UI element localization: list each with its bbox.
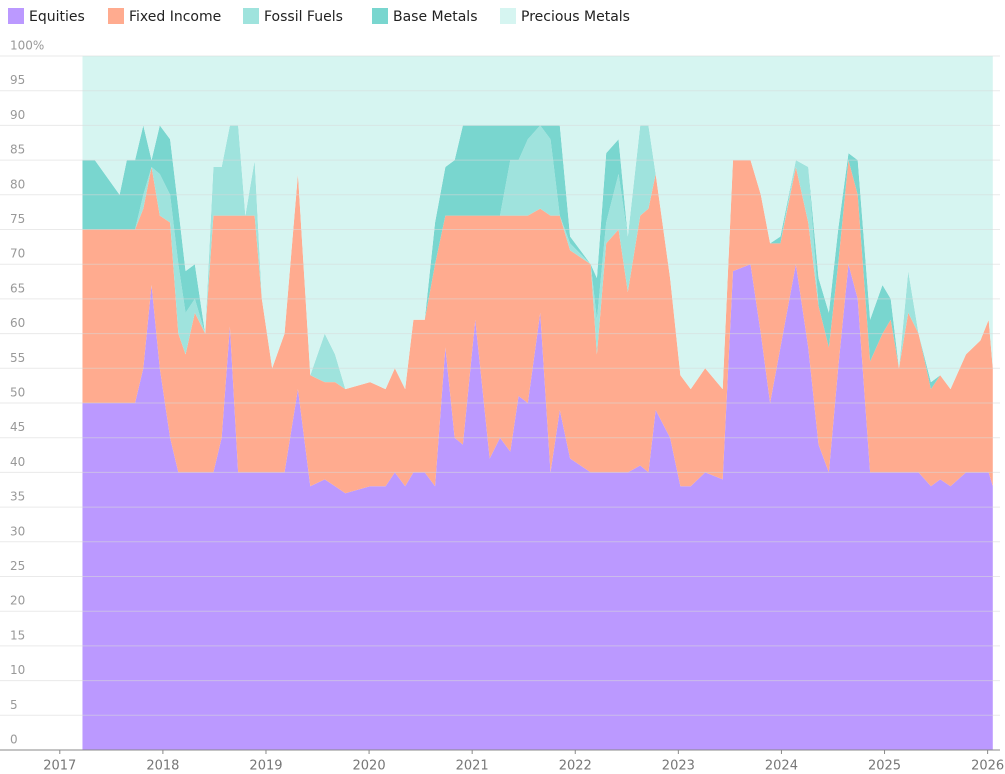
legend-swatch [108, 8, 124, 24]
y-tick-label: 40 [10, 455, 25, 469]
y-tick-label: 0 [10, 733, 18, 747]
x-tick-label: 2024 [765, 759, 798, 774]
x-tick-label: 2018 [146, 759, 179, 774]
x-tick-label: 2019 [249, 759, 282, 774]
y-tick-label: 95 [10, 73, 25, 87]
x-tick-label: 2020 [353, 759, 386, 774]
legend-swatch [372, 8, 388, 24]
x-tick-label: 2017 [43, 759, 76, 774]
x-tick-label: 2022 [559, 759, 592, 774]
area [82, 125, 993, 390]
y-tick-label: 10 [10, 663, 25, 677]
y-tick-label: 90 [10, 108, 25, 122]
x-tick-label: 2026 [971, 759, 1004, 774]
legend-swatch [243, 8, 259, 24]
y-tick-label: 80 [10, 177, 25, 191]
y-tick-label: 55 [10, 351, 25, 365]
y-tick-label: 20 [10, 594, 25, 608]
legend-swatch [500, 8, 516, 24]
area [82, 56, 993, 390]
y-tick-label: 85 [10, 143, 25, 157]
area [82, 160, 993, 494]
legend-label: Fossil Fuels [264, 9, 343, 25]
y-tick-label: 30 [10, 524, 25, 538]
y-tick-label: 5 [10, 698, 18, 712]
x-tick-label: 2021 [456, 759, 489, 774]
y-tick-label: 15 [10, 628, 25, 642]
y-tick-label: 50 [10, 386, 25, 400]
legend-label: Precious Metals [521, 9, 630, 25]
y-tick-label: 35 [10, 490, 25, 504]
x-tick-label: 2023 [662, 759, 695, 774]
y-tick-label: 65 [10, 281, 25, 295]
y-tick-label: 45 [10, 420, 25, 434]
legend-swatch [8, 8, 24, 24]
y-tick-label: 100% [10, 39, 44, 53]
x-tick-label: 2025 [868, 759, 901, 774]
legend-label: Base Metals [393, 9, 478, 25]
legend-label: Equities [29, 9, 85, 25]
legend-label: Fixed Income [129, 9, 221, 25]
y-tick-label: 25 [10, 559, 25, 573]
y-tick-label: 60 [10, 316, 25, 330]
y-tick-label: 70 [10, 247, 25, 261]
y-tick-label: 75 [10, 212, 25, 226]
